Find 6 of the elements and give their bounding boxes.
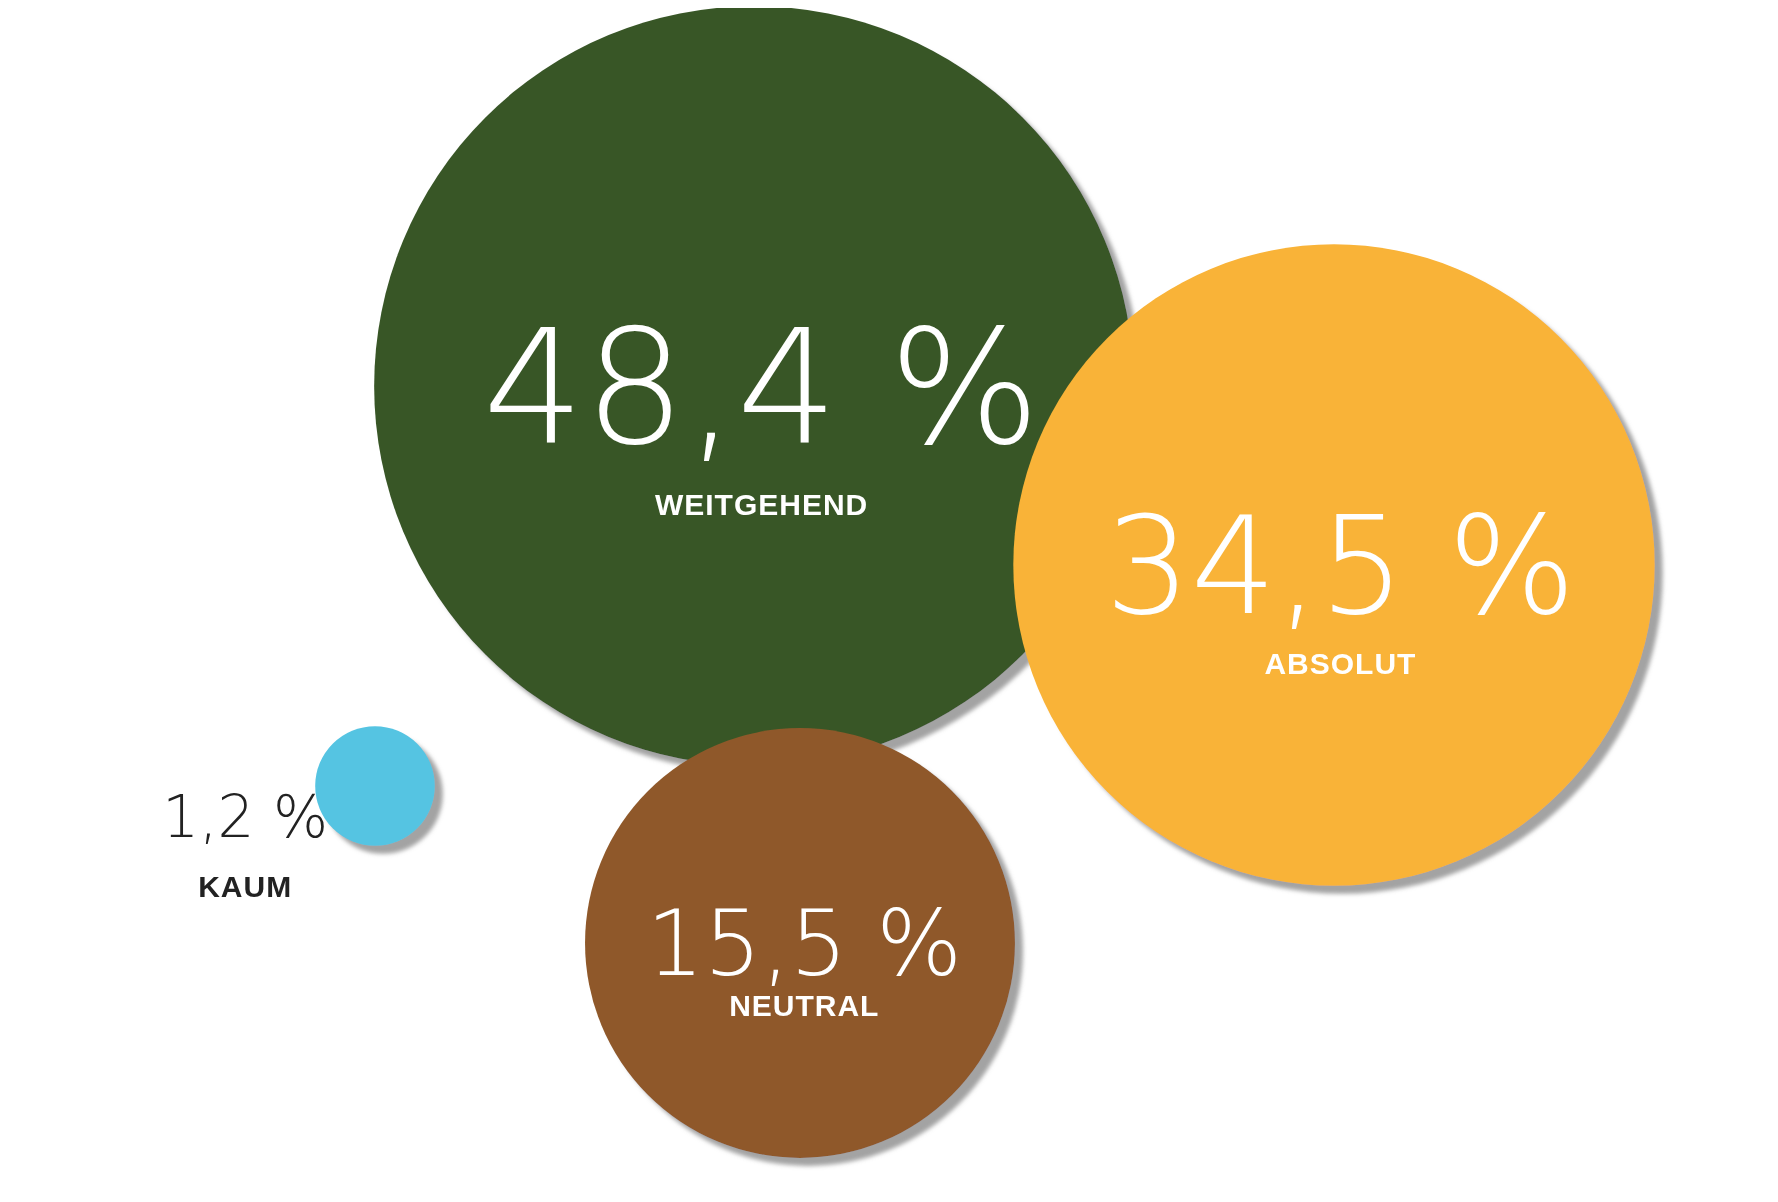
data-label: 48,4 % — [482, 294, 1041, 481]
category-label: ABSOLUT — [1264, 646, 1417, 680]
data-label: 1,2 % — [162, 782, 329, 851]
category-label: WEITGEHEND — [654, 487, 869, 521]
data-label: 34,5 % — [1105, 488, 1576, 646]
category-label: KAUM — [198, 869, 293, 903]
